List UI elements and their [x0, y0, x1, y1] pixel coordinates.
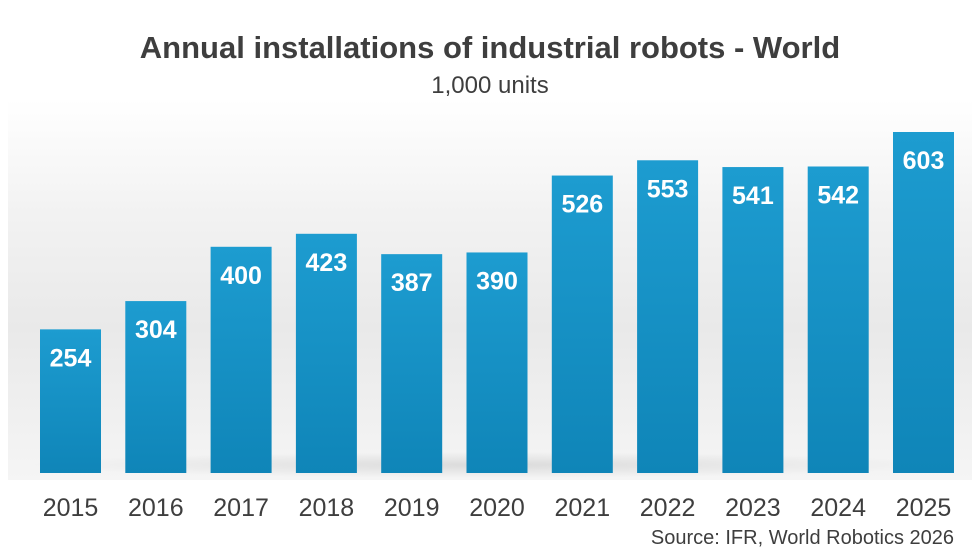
x-tick-label-2018: 2018 — [299, 494, 355, 522]
bar-group-2018: 423 2018 — [295, 233, 357, 522]
bar-2019 — [381, 254, 443, 473]
bar-2025 — [893, 132, 954, 473]
bar-group-2020: 390 2020 — [466, 252, 528, 522]
bar-2022 — [637, 160, 699, 474]
bar-group-2025: 603 2025 — [893, 132, 954, 522]
bar-group-2015: 254 2015 — [40, 329, 101, 522]
bar-group-2021: 526 2021 — [551, 175, 613, 522]
source-note: Source: IFR, World Robotics 2026 — [650, 527, 954, 549]
bar-group-2024: 542 2024 — [807, 166, 869, 522]
data-label-2015: 254 — [50, 344, 92, 372]
bar-group-2017: 400 2017 — [210, 246, 272, 522]
bar-2016 — [125, 301, 187, 473]
x-tick-label-2021: 2021 — [554, 494, 610, 522]
data-label-2016: 304 — [135, 316, 177, 344]
data-label-2020: 390 — [476, 267, 518, 295]
data-label-2019: 387 — [391, 269, 433, 297]
x-tick-label-2023: 2023 — [725, 494, 781, 522]
bar-2024 — [807, 166, 869, 473]
x-tick-label-2015: 2015 — [43, 494, 99, 522]
bar-2015 — [40, 329, 101, 473]
data-label-2022: 553 — [647, 175, 689, 203]
x-tick-label-2025: 2025 — [896, 494, 952, 522]
bar-2018 — [295, 233, 357, 473]
bar-group-2023: 541 2023 — [722, 167, 784, 522]
data-label-2018: 423 — [306, 249, 348, 277]
data-label-2025: 603 — [903, 147, 945, 175]
data-label-2021: 526 — [561, 191, 603, 219]
bar-group-2016: 304 2016 — [125, 301, 187, 522]
bar-2021 — [551, 175, 613, 473]
x-tick-label-2019: 2019 — [384, 494, 440, 522]
x-tick-label-2024: 2024 — [810, 494, 866, 522]
bar-2023 — [722, 167, 784, 474]
data-label-2024: 542 — [817, 181, 859, 209]
x-tick-label-2016: 2016 — [128, 494, 184, 522]
x-tick-label-2017: 2017 — [213, 494, 269, 522]
bar-2017 — [210, 246, 272, 473]
chart-subtitle: 1,000 units — [431, 72, 549, 99]
x-tick-label-2020: 2020 — [469, 494, 525, 522]
x-tick-label-2022: 2022 — [640, 494, 696, 522]
chart-title: Annual installations of industrial robot… — [139, 30, 841, 65]
data-label-2017: 400 — [220, 262, 262, 290]
data-label-2023: 541 — [732, 182, 774, 210]
bar-group-2019: 387 2019 — [381, 254, 443, 522]
bar-2020 — [466, 252, 528, 473]
bar-group-2022: 553 2022 — [637, 160, 699, 522]
